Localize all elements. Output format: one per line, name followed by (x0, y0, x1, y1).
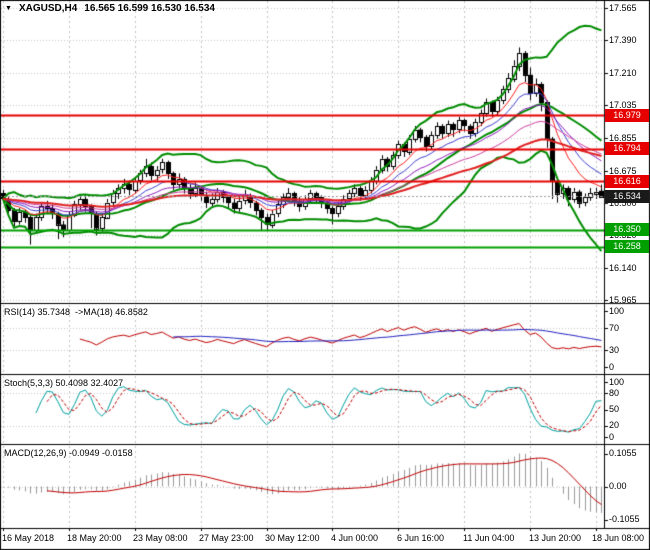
price-tick: 16.140 (609, 263, 637, 273)
price-tick: 17.210 (609, 68, 637, 78)
price-tick: 16.855 (609, 133, 637, 143)
macd-label: MACD(12,26,9) -0.0949 -0.0158 (4, 448, 133, 458)
price-line-label: 16.794 (605, 142, 649, 155)
price-line-label: 16.258 (605, 240, 649, 253)
price-line-label: 16.350 (605, 223, 649, 236)
stoch-tick: 20 (609, 420, 620, 430)
rsi-label: RSI(14) 35.7348 ->MA(18) 46.8582 (4, 307, 148, 317)
time-tick: 18 Jun 08:00 (592, 533, 645, 543)
price-tick: 17.390 (609, 35, 637, 45)
ohlc-values: 16.565 16.599 16.530 16.534 (84, 3, 215, 14)
price-tick: 15.965 (609, 295, 637, 305)
time-tick: 30 May 12:00 (265, 533, 320, 543)
time-tick: 11 Jun 04:00 (463, 533, 515, 543)
time-tick: 27 May 23:00 (199, 533, 254, 543)
time-tick: 13 Jun 20:00 (529, 533, 582, 543)
price-tick: 16.500 (609, 198, 637, 208)
rsi-tick: 0 (609, 362, 615, 372)
macd-tick: 0.1055 (609, 448, 637, 458)
time-tick: 16 May 2018 (2, 533, 55, 543)
rsi-tick: 100 (609, 306, 625, 316)
macd-tick: -0.1055 (609, 514, 640, 524)
price-tick: 17.035 (609, 100, 637, 110)
time-tick: 6 Jun 16:00 (397, 533, 445, 543)
time-tick: 4 Jun 00:00 (331, 533, 379, 543)
macd-tick: 0.00 (609, 481, 627, 491)
price-line-label: 16.616 (605, 175, 649, 188)
stoch-label: Stoch(5,3,3) 50.4098 32.4027 (4, 378, 124, 388)
price-line-label: 16.979 (605, 109, 649, 122)
price-tick: 17.565 (609, 3, 637, 13)
rsi-tick: 70 (609, 323, 620, 333)
stoch-tick: 80 (609, 388, 620, 398)
stoch-tick: 50 (609, 404, 620, 414)
current-price-label: 16.534 (605, 190, 649, 203)
symbol-label: XAGUSD,H4 (18, 3, 78, 14)
symbol-collapse-icon[interactable]: ▼ (5, 4, 12, 12)
time-tick: 18 May 20:00 (67, 533, 122, 543)
stoch-tick: 100 (609, 377, 625, 387)
price-tick: 16.675 (609, 166, 637, 176)
stoch-tick: 0 (609, 432, 615, 442)
time-tick: 23 May 08:00 (133, 533, 188, 543)
rsi-tick: 30 (609, 345, 620, 355)
chart-title: ▼ XAGUSD,H4 16.565 16.599 16.530 16.534 (5, 3, 215, 14)
